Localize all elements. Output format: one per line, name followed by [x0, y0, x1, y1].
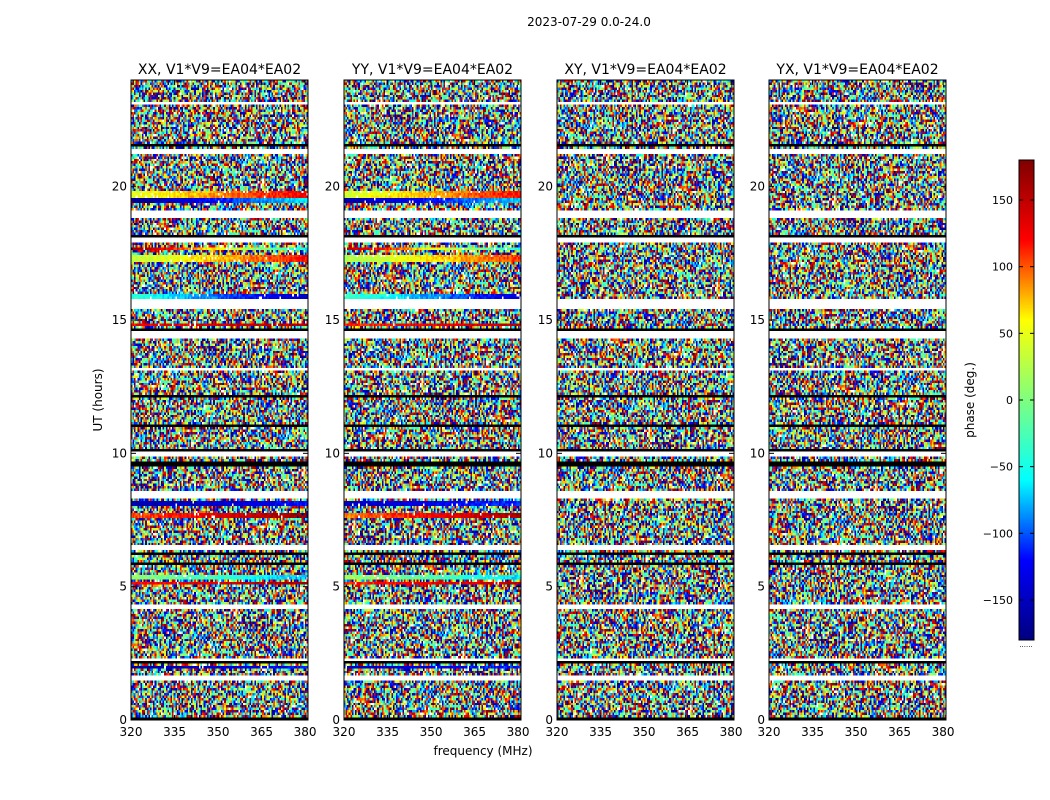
panel-title: YX, V1*V9=EA04*EA02 [775, 62, 938, 78]
x-tick-label: 335 [376, 725, 399, 739]
y-axis-label: UT (hours) [91, 368, 105, 431]
panel-frame [556, 79, 735, 721]
x-tick-label: 335 [589, 725, 612, 739]
x-tick-label: 365 [250, 725, 273, 739]
y-tick-label: 20 [112, 180, 127, 194]
y-tick-label: 15 [112, 313, 127, 327]
y-tick-label: 5 [119, 580, 127, 594]
y-tick-label: 5 [545, 580, 553, 594]
y-tick-label: 15 [325, 313, 340, 327]
y-tick-label: 10 [538, 446, 553, 460]
colorbar-tick-label: 100 [992, 261, 1013, 274]
x-tick-label: 365 [888, 725, 911, 739]
panel-frame [130, 79, 309, 721]
panel-xy: XY, V1*V9=EA04*EA02 320 335 350 365 380 0 5 10 15… [538, 62, 743, 739]
colorbar-label: phase (deg.) [963, 362, 977, 438]
colorbar-tick-label: 150 [992, 194, 1013, 207]
x-tick-label: 365 [676, 725, 699, 739]
panel-title: XX, V1*V9=EA04*EA02 [138, 62, 301, 78]
figure-suptitle: 2023-07-29 0.0-24.0 [527, 15, 651, 29]
colorbar-cap: ...... [1019, 641, 1032, 649]
x-tick-label: 350 [633, 725, 656, 739]
panel-heatmap [769, 80, 946, 720]
x-tick-label: 380 [294, 725, 317, 739]
y-tick-label: 20 [750, 180, 765, 194]
x-axis-label: frequency (MHz) [433, 744, 532, 758]
panel-title: YY, V1*V9=EA04*EA02 [351, 62, 513, 78]
y-tick-label: 15 [750, 313, 765, 327]
panel-heatmap [131, 80, 308, 720]
x-tick-label: 335 [801, 725, 824, 739]
x-tick-label: 320 [546, 725, 569, 739]
x-tick-label: 320 [120, 725, 143, 739]
y-tick-label: 20 [325, 180, 340, 194]
panel-yx: YX, V1*V9=EA04*EA02 320 335 350 365 380 0 5 10 15… [750, 62, 955, 739]
panel-frame [768, 79, 947, 721]
y-tick-label: 10 [325, 446, 340, 460]
x-tick-label: 350 [420, 725, 443, 739]
panel-yy: YY, V1*V9=EA04*EA02 320 335 350 365 380 0 5 10 15… [325, 62, 530, 739]
colorbar: 150 100 50 0 −50 −100 −150 phase (deg.) ...... [963, 159, 1035, 649]
x-tick-label: 335 [163, 725, 186, 739]
colorbar-tick-label: 50 [999, 327, 1013, 340]
colorbar-tick-label: 0 [1006, 394, 1013, 407]
panel-heatmap [557, 80, 734, 720]
y-tick-label: 5 [332, 580, 340, 594]
colorbar-tick-label: −150 [983, 594, 1013, 607]
y-tick-label: 5 [757, 580, 765, 594]
colorbar-ticks: 150 100 50 0 −50 −100 −150 [983, 194, 1034, 607]
y-tick-label: 0 [119, 713, 127, 727]
colorbar-tick-label: −50 [990, 461, 1013, 474]
panels-group: XX, V1*V9=EA04*EA02 320 335 350 365 380 0 5 10 15… [112, 62, 955, 739]
y-tick-label: 20 [538, 180, 553, 194]
y-tick-label: 0 [757, 713, 765, 727]
y-tick-label: 15 [538, 313, 553, 327]
panel-heatmap [344, 80, 521, 720]
x-tick-label: 380 [720, 725, 743, 739]
x-tick-label: 380 [507, 725, 530, 739]
y-tick-label: 0 [545, 713, 553, 727]
y-tick-label: 10 [750, 446, 765, 460]
x-tick-label: 320 [758, 725, 781, 739]
y-tick-label: 0 [332, 713, 340, 727]
panel-xx: XX, V1*V9=EA04*EA02 320 335 350 365 380 0 5 10 15… [112, 62, 317, 739]
panel-title: XY, V1*V9=EA04*EA02 [564, 62, 726, 78]
panel-frame [343, 79, 522, 721]
x-tick-label: 350 [845, 725, 868, 739]
x-tick-label: 320 [333, 725, 356, 739]
x-tick-label: 350 [207, 725, 230, 739]
x-tick-label: 365 [463, 725, 486, 739]
colorbar-tick-label: −100 [983, 527, 1013, 540]
y-tick-label: 10 [112, 446, 127, 460]
x-tick-label: 380 [932, 725, 955, 739]
